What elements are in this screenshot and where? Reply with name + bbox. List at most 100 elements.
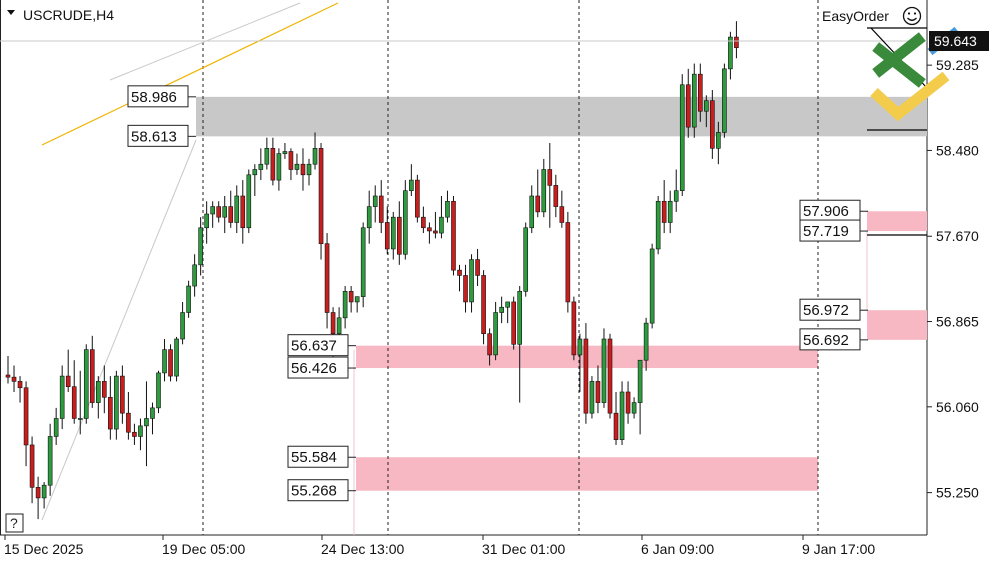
candle-body (114, 375, 119, 430)
candle (366, 190, 372, 244)
price-level-value: 57.906 (803, 203, 849, 220)
candle-body (306, 163, 312, 176)
candle-body (366, 206, 372, 229)
candle (613, 391, 619, 445)
candle-body (637, 359, 643, 403)
candle (96, 376, 101, 419)
candle-body (29, 444, 35, 488)
price-level-value: 55.584 (291, 449, 337, 466)
candle (29, 436, 35, 504)
candle-body (150, 407, 155, 419)
candle-body (445, 200, 450, 218)
trendline-gray-diagonal[interactable] (41, 139, 197, 521)
candle-body (102, 381, 107, 398)
candle (475, 248, 480, 287)
candle (65, 349, 71, 392)
candle-body (174, 338, 179, 377)
candle (493, 301, 498, 361)
candle (372, 185, 378, 223)
candle-body (210, 206, 215, 215)
candle (35, 476, 41, 520)
candle-body (475, 259, 480, 276)
candle-body (463, 275, 468, 303)
candle (144, 381, 149, 467)
candle-body (53, 418, 59, 437)
price-level-label: 55.268 (287, 479, 356, 502)
candle (216, 201, 221, 223)
candle-body (198, 227, 203, 266)
price-zone[interactable] (867, 211, 927, 232)
price-level-value: 58.986 (131, 89, 177, 106)
candle (342, 286, 348, 329)
x-tick-label: 6 Jan 09:00 (641, 541, 714, 557)
svg-text:59.643: 59.643 (934, 33, 977, 49)
candle-body (697, 73, 703, 112)
candle-body (240, 195, 246, 229)
zones-layer (196, 96, 927, 491)
x-tick-label: 15 Dec 2025 (4, 541, 84, 557)
price-level-label: 58.613 (127, 124, 196, 147)
easyorder-label[interactable]: EasyOrder (822, 8, 889, 24)
candle-body (276, 153, 282, 181)
candle (625, 381, 631, 424)
price-level-label: 55.584 (287, 445, 356, 468)
price-zone[interactable] (356, 457, 818, 491)
trendline-yellow[interactable] (41, 2, 339, 146)
candle-body (168, 349, 173, 377)
candle (601, 328, 607, 408)
price-level-value: 57.719 (803, 223, 849, 240)
price-level-label: 57.719 (799, 219, 868, 242)
candle (23, 381, 29, 467)
candle-body (132, 431, 137, 437)
price-level-label: 56.637 (287, 334, 356, 357)
candle (312, 132, 318, 170)
candle (204, 201, 209, 244)
candle-body (294, 163, 300, 170)
candle (415, 174, 420, 223)
candle (77, 370, 83, 435)
candle-body (499, 306, 504, 313)
candle (324, 233, 330, 329)
x-tick-label: 19 Dec 05:00 (162, 541, 245, 557)
candle (288, 148, 294, 181)
candle-body (360, 227, 366, 297)
candle-body (96, 381, 101, 403)
candle (481, 270, 486, 345)
candle (409, 164, 414, 196)
menu-caret-icon[interactable] (7, 10, 15, 15)
candle-body (631, 402, 637, 414)
candle-body (457, 269, 462, 276)
candle-body (228, 206, 234, 223)
help-button[interactable]: ? (5, 513, 24, 533)
candle-body (421, 216, 426, 229)
svg-text:?: ? (10, 515, 18, 531)
candle-body (204, 213, 209, 229)
candle-body (288, 151, 294, 170)
candle (643, 317, 649, 371)
candle-body (481, 275, 486, 335)
candle (282, 143, 288, 159)
candle (294, 153, 300, 175)
price-level-value: 56.692 (803, 332, 849, 349)
candle-body (342, 291, 348, 319)
candle (5, 355, 11, 384)
price-zone[interactable] (196, 96, 927, 137)
price-zone[interactable] (867, 310, 927, 340)
candle (210, 201, 215, 228)
smiley-icon[interactable] (902, 6, 922, 26)
candle-body (439, 216, 444, 234)
candle (390, 211, 396, 260)
candle (541, 158, 547, 218)
candle-body (77, 418, 83, 420)
candle-body (643, 322, 649, 361)
candle (11, 365, 17, 392)
candle-body (433, 230, 438, 234)
candle (679, 74, 685, 196)
candle-body (704, 100, 709, 112)
candle-body (186, 285, 191, 313)
candle (300, 148, 306, 191)
candle-body (607, 338, 613, 414)
grid-layer (202, 0, 819, 535)
candle-body (649, 248, 655, 324)
